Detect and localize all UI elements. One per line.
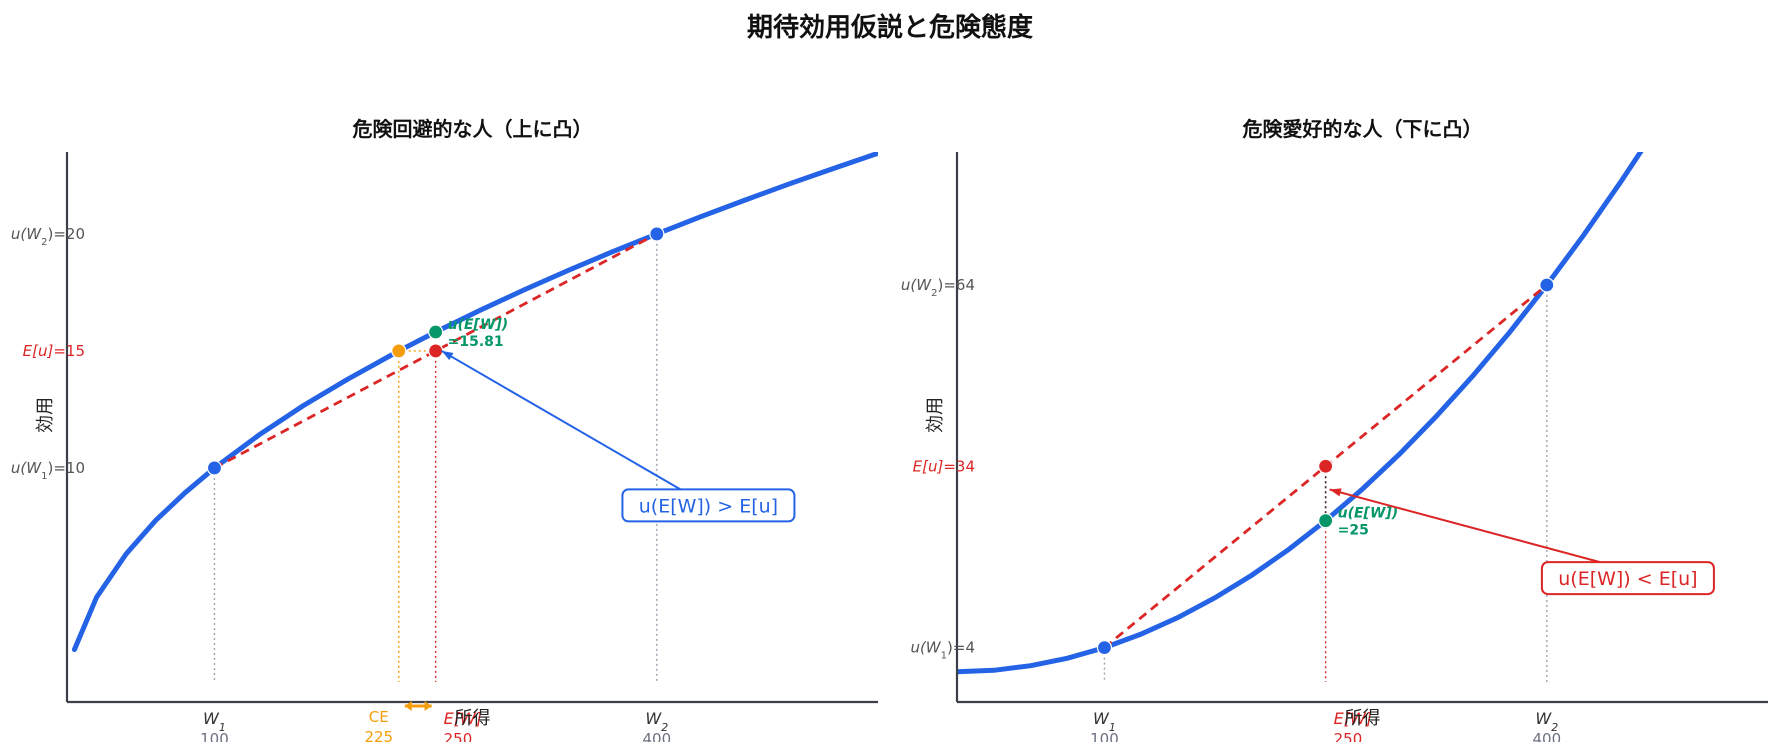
comparison-label: u(E[W]) < E[u]	[1558, 568, 1697, 590]
ytick-eu: E[u]=34	[913, 457, 975, 475]
point-w1	[1096, 640, 1113, 656]
xtick-ce-symbol: CE	[369, 708, 389, 726]
point-w1	[206, 460, 223, 476]
point-eu	[1318, 458, 1334, 474]
comparison-arrow	[441, 350, 681, 491]
point-w2	[1539, 277, 1555, 293]
xtick-ce-value: 225	[364, 728, 393, 742]
x-axis-label: 所得	[455, 708, 491, 729]
risk-premium-arrowhead-left	[404, 701, 412, 711]
panel-title: 危険愛好的な人（下に凸）	[1243, 117, 1483, 141]
comparison-arrowhead	[1329, 488, 1342, 497]
u-ew-label: u(E[W])	[1338, 506, 1399, 522]
comparison-label: u(E[W]) > E[u]	[639, 495, 778, 517]
xtick-ew-value: 250	[444, 730, 473, 742]
y-axis-label: 効用	[35, 397, 56, 433]
expected-utility-chord	[213, 232, 658, 470]
risk-averse-panel: 危険回避的な人（上に凸） u(W2)=20 E[u]=15 u(W1)=10 W1100…	[11, 117, 878, 742]
ytick-uw2: u(W2)=64	[901, 276, 975, 299]
ytick-uw1: u(W1)=10	[11, 459, 85, 482]
comparison-box	[621, 488, 796, 523]
ytick-uw2: u(W2)=20	[11, 225, 85, 248]
xtick-w2-value: 400	[642, 730, 671, 742]
figure-title: 期待効用仮説と危険態度	[747, 12, 1033, 43]
xtick-w1-value: 100	[1090, 730, 1119, 742]
point-eu	[428, 343, 444, 359]
utility-curve	[71, 152, 878, 653]
comparison-box	[1540, 561, 1715, 596]
ytick-uw1: u(W1)=4	[910, 639, 975, 662]
point-u-ew	[1318, 513, 1334, 529]
xtick-w2-value: 400	[1532, 730, 1561, 742]
xtick-ew-symbol: E[W]	[1334, 709, 1372, 728]
xtick-w2-symbol: W2	[1535, 709, 1558, 734]
xtick-w1-symbol: W1	[1093, 709, 1116, 734]
point-w2	[649, 226, 665, 242]
comparison-arrow	[1329, 488, 1601, 564]
u-ew-value: =25	[1338, 523, 1369, 539]
xtick-ew-value: 250	[1334, 730, 1363, 742]
ytick-eu: E[u]=15	[23, 342, 85, 360]
risk-premium-arrowhead-right	[424, 701, 432, 711]
xtick-w1-value: 100	[200, 730, 229, 742]
comparison-arrowhead	[441, 350, 454, 361]
x-axis-label: 所得	[1345, 708, 1381, 729]
panel-title: 危険回避的な人（上に凸）	[353, 117, 593, 141]
point-ce	[391, 343, 407, 359]
xtick-ew-symbol: E[W]	[444, 709, 482, 728]
xtick-w2-symbol: W2	[645, 709, 668, 734]
point-u-ew	[428, 324, 444, 340]
u-ew-value: =15.81	[448, 334, 504, 350]
y-axis-label: 効用	[925, 397, 946, 433]
xtick-w1-symbol: W1	[203, 709, 226, 734]
u-ew-label: u(E[W])	[448, 317, 509, 333]
